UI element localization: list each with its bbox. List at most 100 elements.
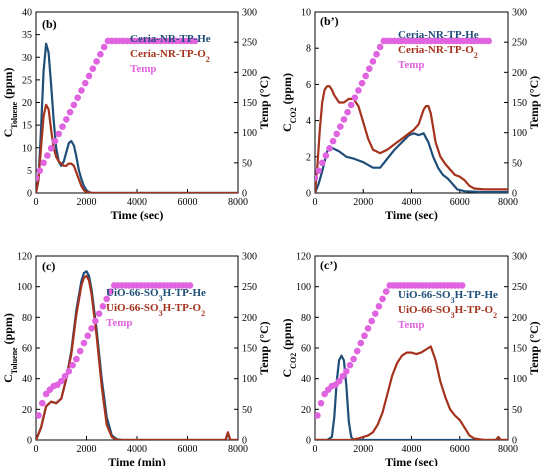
legend-subscript: 2 xyxy=(201,309,205,318)
y-axis-label-sub: Toluene xyxy=(10,347,19,374)
y-axis-label: CCO2 (ppm) xyxy=(280,318,298,377)
temp-marker xyxy=(97,50,104,58)
y2-tick-label: 50 xyxy=(512,158,522,169)
y-tick-label: 20 xyxy=(301,405,311,416)
temp-marker xyxy=(99,302,107,310)
temp-marker xyxy=(361,332,368,340)
temp-marker xyxy=(350,355,357,363)
legend-text: UiO-66-SO xyxy=(398,304,451,316)
y2-tick-label: 250 xyxy=(512,282,527,293)
temp-marker xyxy=(36,167,44,174)
legend-text-tail: H-TP-O xyxy=(163,302,202,314)
legend-subscript: 3 xyxy=(451,311,455,320)
temp-marker xyxy=(343,368,350,375)
panel-label: (c’) xyxy=(320,258,337,272)
y-tick-label: 120 xyxy=(17,252,32,263)
legend-subscript: 2 xyxy=(493,311,497,320)
y2-tick-label: 200 xyxy=(512,68,527,79)
legend-entry: UiO-66-SO3H-TP-O2 xyxy=(106,302,205,318)
y-tick-label: 120 xyxy=(296,252,311,263)
y-tick-label: 0 xyxy=(306,436,311,447)
y-axis-label-sub: CO2 xyxy=(289,107,298,123)
x-tick-label: 8000 xyxy=(498,444,518,455)
y-tick-label: 25 xyxy=(22,75,32,86)
y2-tick-label: 100 xyxy=(242,128,257,139)
y-tick-label: 40 xyxy=(301,374,311,385)
temp-marker xyxy=(191,37,199,45)
x-axis-label: Time (sec) xyxy=(385,455,438,466)
y-tick-label: 6 xyxy=(306,80,311,91)
y-axis-label-unit: (ppm) xyxy=(280,73,294,107)
temp-marker xyxy=(36,174,40,182)
plot-area xyxy=(315,282,508,440)
temp-marker xyxy=(329,137,337,145)
temp-marker xyxy=(376,43,384,51)
y-tick-label: 100 xyxy=(296,282,311,293)
y2-tick-label: 250 xyxy=(512,38,527,49)
y2-axis-label: Temp (°C) xyxy=(257,76,271,129)
y2-tick-label: 250 xyxy=(242,282,257,293)
temp-marker xyxy=(318,159,326,167)
temp-marker xyxy=(92,317,99,325)
y2-tick-label: 150 xyxy=(512,98,527,109)
y-axis-label-base: C xyxy=(280,369,294,378)
legend-text: Ceria-NR-TP-He xyxy=(130,33,211,45)
x-tick-label: 2000 xyxy=(77,197,97,208)
legend-text: UiO-66-SO xyxy=(398,289,451,301)
temp-marker xyxy=(322,152,330,159)
temp-marker xyxy=(315,174,319,182)
legend-text-tail: H-TP-He xyxy=(455,289,498,301)
y-axis-label: CCO2 (ppm) xyxy=(280,73,298,132)
temp-marker xyxy=(36,412,42,419)
temp-marker xyxy=(42,390,50,398)
y-tick-label: 60 xyxy=(301,344,311,355)
legend-text: UiO-66-SO xyxy=(106,287,159,299)
x-tick-label: 0 xyxy=(313,197,318,208)
temp-marker xyxy=(362,72,369,80)
y-axis-label-base: C xyxy=(1,129,15,138)
y-tick-label: 8 xyxy=(306,44,311,55)
y-tick-label: 40 xyxy=(22,374,32,385)
temp-marker xyxy=(372,310,379,317)
temp-marker xyxy=(339,372,347,380)
legend-entry: Ceria-NR-TP-He xyxy=(398,29,479,41)
legend-text: Ceria-NR-TP-O xyxy=(130,48,206,60)
y2-tick-label: 50 xyxy=(242,158,252,169)
plot-area xyxy=(36,270,238,440)
legend-entry: Ceria-NR-TP-O2 xyxy=(398,44,478,60)
y-tick-label: 10 xyxy=(301,8,311,19)
temp-marker xyxy=(365,65,373,73)
x-tick-label: 4000 xyxy=(127,444,147,455)
y-tick-label: 100 xyxy=(17,282,32,293)
temp-marker xyxy=(326,145,333,152)
y2-axis-label: Temp (°C) xyxy=(527,76,541,129)
legend-subscript: 2 xyxy=(206,55,210,64)
y-tick-label: 0 xyxy=(27,436,32,447)
series-line xyxy=(315,354,508,440)
y2-tick-label: 200 xyxy=(242,68,257,79)
temp-marker xyxy=(69,361,76,369)
temp-marker xyxy=(61,372,69,380)
x-tick-label: 6000 xyxy=(450,444,470,455)
temp-marker xyxy=(88,325,95,332)
x-tick-label: 8000 xyxy=(228,197,248,208)
temp-marker xyxy=(93,58,100,65)
temp-marker xyxy=(358,79,366,87)
legend-subscript: 3 xyxy=(159,309,163,318)
legend-text: Temp xyxy=(130,63,157,75)
temp-marker xyxy=(85,72,93,80)
temp-marker xyxy=(63,116,70,123)
temp-marker xyxy=(40,159,47,167)
temp-marker xyxy=(70,101,78,109)
legend-text: Temp xyxy=(398,59,425,71)
temp-marker xyxy=(364,325,372,332)
y2-tick-label: 0 xyxy=(242,436,247,447)
x-tick-label: 2000 xyxy=(353,444,373,455)
temp-marker xyxy=(373,50,380,58)
panel-label: (b) xyxy=(42,17,57,31)
y2-tick-label: 300 xyxy=(242,252,257,263)
temp-marker xyxy=(382,288,390,295)
x-tick-label: 4000 xyxy=(127,197,147,208)
temp-marker xyxy=(355,87,362,94)
y2-axis-label: Temp (°C) xyxy=(527,321,541,374)
